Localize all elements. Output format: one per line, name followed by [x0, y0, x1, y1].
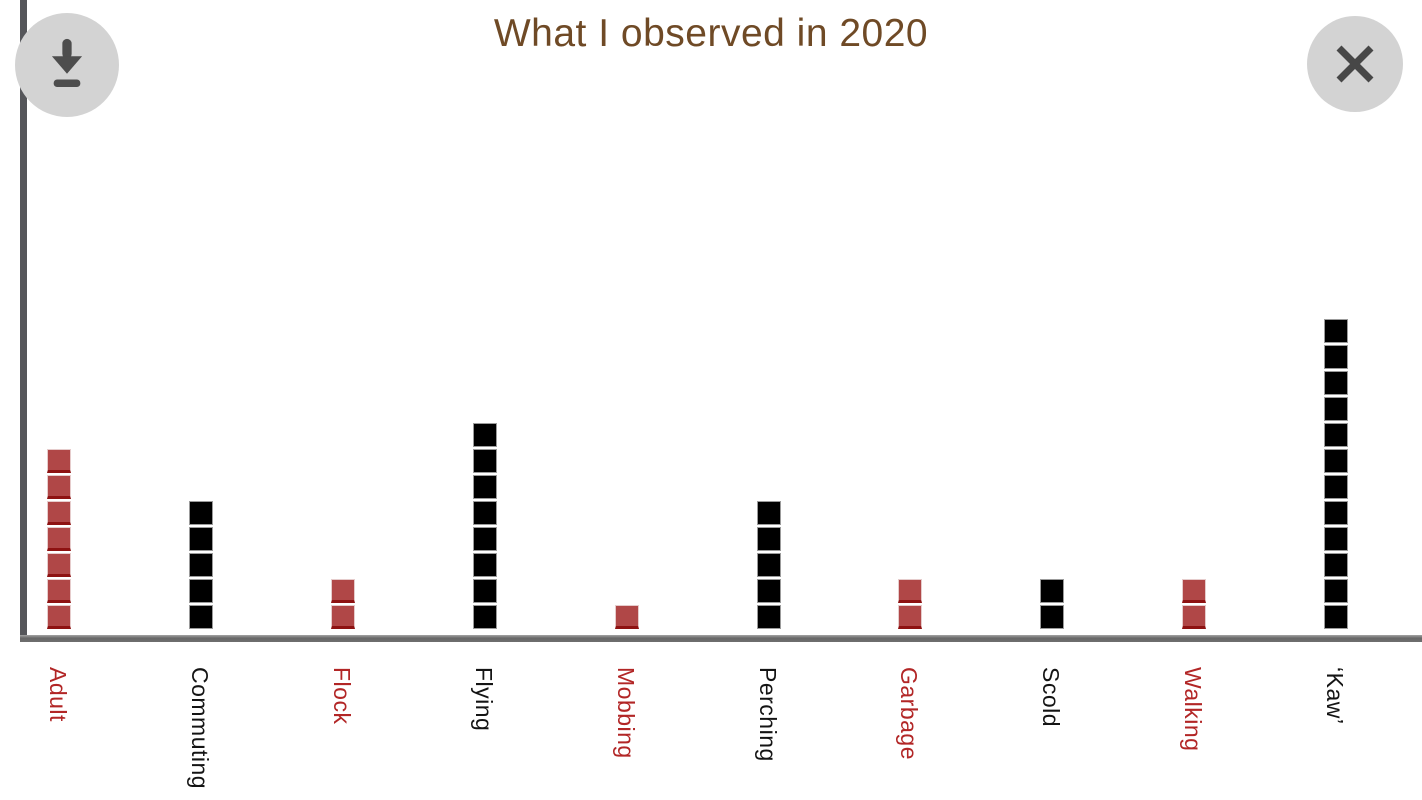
unit-square-kaw: [1324, 345, 1349, 369]
unit-square-kaw: [1324, 449, 1349, 473]
unit-square-mobbing: [614, 605, 639, 629]
unit-square-adult: [47, 527, 71, 551]
unit-square-commuting: [188, 579, 213, 603]
unit-square-kaw: [1324, 475, 1349, 499]
unit-square-kaw: [1324, 579, 1349, 603]
unit-square-kaw: [1324, 605, 1349, 629]
x-tick-label-scold: Scold: [1038, 667, 1065, 728]
unit-square-kaw: [1324, 527, 1349, 551]
close-button[interactable]: [1307, 16, 1403, 112]
unit-square-commuting: [188, 527, 213, 551]
unit-square-flying: [472, 553, 497, 577]
unit-square-flying: [472, 605, 497, 629]
unit-square-kaw: [1324, 553, 1349, 577]
y-axis-line: [20, 0, 27, 642]
unit-square-flock: [330, 605, 355, 629]
unit-square-perching: [756, 501, 781, 525]
unit-square-adult: [47, 553, 71, 577]
download-button[interactable]: [15, 13, 119, 117]
unit-square-garbage: [898, 605, 923, 629]
unit-square-kaw: [1324, 319, 1349, 343]
download-icon: [38, 33, 96, 97]
unit-square-adult: [47, 501, 71, 525]
unit-square-scold: [1040, 579, 1065, 603]
chart-title: What I observed in 2020: [493, 12, 929, 55]
unit-square-walking: [1182, 605, 1207, 629]
unit-square-adult: [47, 449, 71, 473]
unit-square-commuting: [188, 501, 213, 525]
unit-square-kaw: [1324, 423, 1349, 447]
unit-square-adult: [47, 475, 71, 499]
unit-square-adult: [47, 579, 71, 603]
unit-square-flying: [472, 527, 497, 551]
unit-square-perching: [756, 553, 781, 577]
unit-square-flying: [472, 423, 497, 447]
unit-square-commuting: [188, 605, 213, 629]
x-tick-label-walking: Walking: [1180, 667, 1207, 752]
unit-square-flying: [472, 475, 497, 499]
x-tick-label-garbage: Garbage: [896, 667, 923, 761]
x-tick-label-mobbing: Mobbing: [612, 667, 639, 759]
x-tick-label-commuting: Commuting: [186, 667, 213, 790]
unit-square-walking: [1182, 579, 1207, 603]
unit-square-kaw: [1324, 501, 1349, 525]
unit-square-kaw: [1324, 371, 1349, 395]
unit-square-perching: [756, 579, 781, 603]
x-tick-label-perching: Perching: [754, 667, 781, 762]
unit-square-flying: [472, 579, 497, 603]
x-tick-label-flying: Flying: [470, 667, 497, 732]
unit-square-kaw: [1324, 397, 1349, 421]
unit-square-perching: [756, 527, 781, 551]
unit-square-perching: [756, 605, 781, 629]
unit-square-flying: [472, 501, 497, 525]
x-axis-line: [20, 635, 1422, 642]
unit-square-flying: [472, 449, 497, 473]
x-tick-label-kaw: ‘Kaw’: [1322, 667, 1349, 725]
x-tick-label-adult: Adult: [45, 667, 71, 722]
x-tick-label-flock: Flock: [328, 667, 355, 725]
unit-square-commuting: [188, 553, 213, 577]
unit-square-garbage: [898, 579, 923, 603]
unit-square-scold: [1040, 605, 1065, 629]
unit-square-flock: [330, 579, 355, 603]
unit-square-adult: [47, 605, 71, 629]
close-icon: [1331, 40, 1379, 88]
